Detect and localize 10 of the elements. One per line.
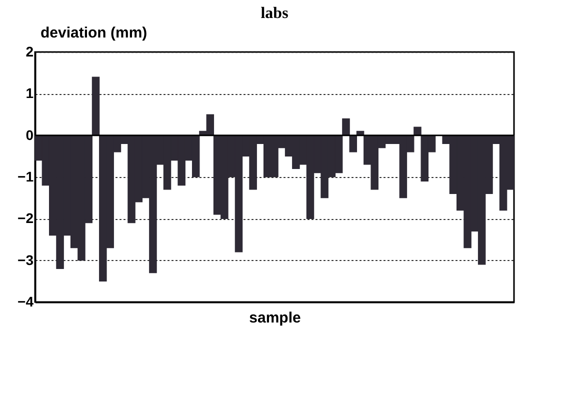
y-tick-label: −3 <box>18 252 34 268</box>
y-axis-title: deviation (mm) <box>40 24 148 42</box>
y-tick-label: 2 <box>26 44 34 60</box>
y-tick-label: 0 <box>26 126 34 143</box>
y-tick-label: −1 <box>18 168 34 184</box>
x-axis-title: sample <box>249 310 301 326</box>
y-tick-label: 1 <box>26 85 34 102</box>
chart-title: labs <box>260 5 288 22</box>
y-tick-label: −2 <box>18 210 34 226</box>
y-tick-label: −4 <box>18 294 34 310</box>
